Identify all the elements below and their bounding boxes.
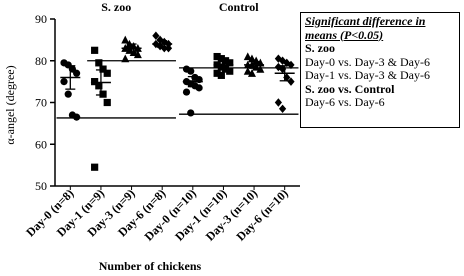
group-label: Control — [219, 0, 259, 14]
point — [278, 104, 287, 113]
point — [73, 113, 81, 121]
point — [247, 54, 256, 63]
point — [64, 90, 72, 98]
annotation-box: Significant difference in means (P<0.05)… — [300, 12, 460, 128]
point — [103, 69, 111, 77]
point — [221, 65, 230, 73]
point — [103, 98, 111, 107]
point — [133, 50, 142, 59]
y-tick-label: 70 — [35, 96, 47, 110]
point — [195, 84, 203, 92]
point — [91, 163, 99, 171]
annotation-line: Day-0 vs. Day-3 & Day-6 — [305, 54, 430, 69]
point — [217, 63, 225, 71]
point — [213, 52, 221, 61]
point — [91, 78, 99, 86]
group-label: S. zoo — [101, 0, 131, 14]
point — [274, 62, 282, 72]
annotation-line: Day-1 vs. Day-3 & Day-6 — [305, 68, 430, 82]
point — [217, 71, 225, 79]
point — [164, 44, 173, 53]
point — [221, 57, 230, 65]
point — [99, 90, 107, 98]
point — [182, 88, 191, 96]
point — [121, 54, 130, 63]
point — [278, 56, 287, 65]
point — [283, 73, 291, 82]
y-tick-label: 60 — [35, 137, 47, 151]
point — [274, 54, 282, 63]
annotation-heading: S. zoo — [305, 41, 335, 55]
point — [121, 35, 130, 44]
point — [217, 55, 225, 63]
point — [213, 69, 221, 77]
point — [226, 59, 234, 67]
point — [95, 82, 103, 90]
point — [95, 59, 103, 67]
annotation-heading: S. zoo vs. Control — [305, 81, 395, 96]
point — [256, 64, 265, 73]
y-axis-label: α-angel (degree) — [3, 65, 17, 144]
point — [73, 69, 81, 77]
point — [247, 69, 256, 77]
annotation-title: Significant difference in means (P<0.05) — [305, 14, 426, 42]
x-axis-label: Number of chickens — [99, 259, 202, 273]
y-tick-label: 50 — [35, 179, 47, 193]
y-tick-label: 80 — [35, 54, 47, 68]
point — [278, 64, 287, 74]
point — [187, 67, 195, 75]
y-tick-label: 90 — [35, 12, 47, 26]
point — [287, 77, 295, 86]
point — [60, 78, 68, 86]
point — [274, 98, 282, 107]
point — [152, 31, 160, 40]
point — [283, 58, 291, 68]
point — [243, 52, 252, 61]
point — [287, 60, 295, 70]
annotation-line: Day-6 vs. Day-6 — [305, 95, 385, 109]
point — [226, 67, 234, 75]
point — [91, 46, 99, 54]
point — [187, 109, 195, 117]
point — [99, 65, 107, 73]
point — [243, 66, 252, 75]
